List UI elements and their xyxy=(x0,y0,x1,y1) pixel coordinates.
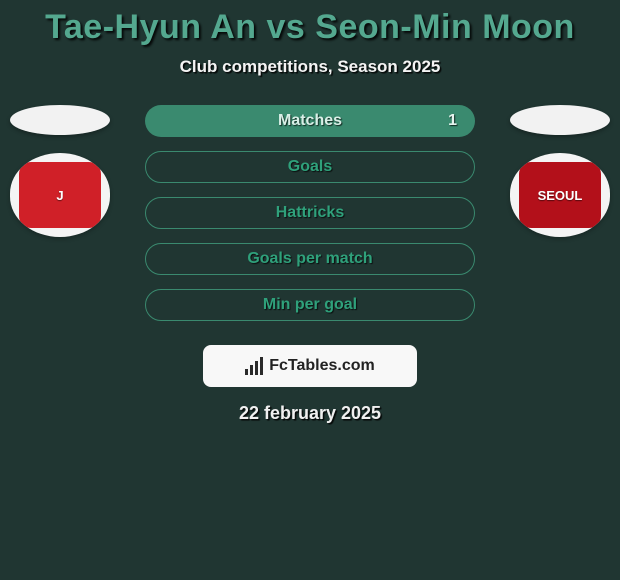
comparison-card: Tae-Hyun An vs Seon-Min Moon Club compet… xyxy=(0,0,620,424)
right-player-placeholder xyxy=(510,105,610,135)
stat-label: Goals per match xyxy=(247,250,372,268)
left-side: J xyxy=(10,105,110,237)
page-title: Tae-Hyun An vs Seon-Min Moon xyxy=(0,8,620,47)
footer-brand-text: FcTables.com xyxy=(269,357,375,375)
stat-value-right: 1 xyxy=(448,112,457,130)
stat-row: Hattricks xyxy=(145,197,475,229)
stat-label: Matches xyxy=(278,112,342,130)
stat-row: Min per goal xyxy=(145,289,475,321)
right-club-logo: SEOUL xyxy=(519,162,601,228)
footer-brand-badge: FcTables.com xyxy=(203,345,417,387)
stat-label: Goals xyxy=(288,158,332,176)
columns: J Matches1GoalsHattricksGoals per matchM… xyxy=(0,105,620,321)
date: 22 february 2025 xyxy=(0,403,620,424)
right-club-badge: SEOUL xyxy=(510,153,610,237)
stat-label: Hattricks xyxy=(276,204,344,222)
right-side: SEOUL xyxy=(510,105,610,237)
stat-label: Min per goal xyxy=(263,296,357,314)
stat-row: Goals xyxy=(145,151,475,183)
chart-icon xyxy=(245,357,263,375)
left-club-badge: J xyxy=(10,153,110,237)
stats-list: Matches 1 Goals Hattricks Goals per match Min… xyxy=(110,105,510,321)
stat-row: Matches 1 xyxy=(145,105,475,137)
left-player-placeholder xyxy=(10,105,110,135)
stat-row: Goals per match xyxy=(145,243,475,275)
subtitle: Club competitions, Season 2025 xyxy=(0,57,620,77)
left-club-logo: J xyxy=(19,162,101,228)
